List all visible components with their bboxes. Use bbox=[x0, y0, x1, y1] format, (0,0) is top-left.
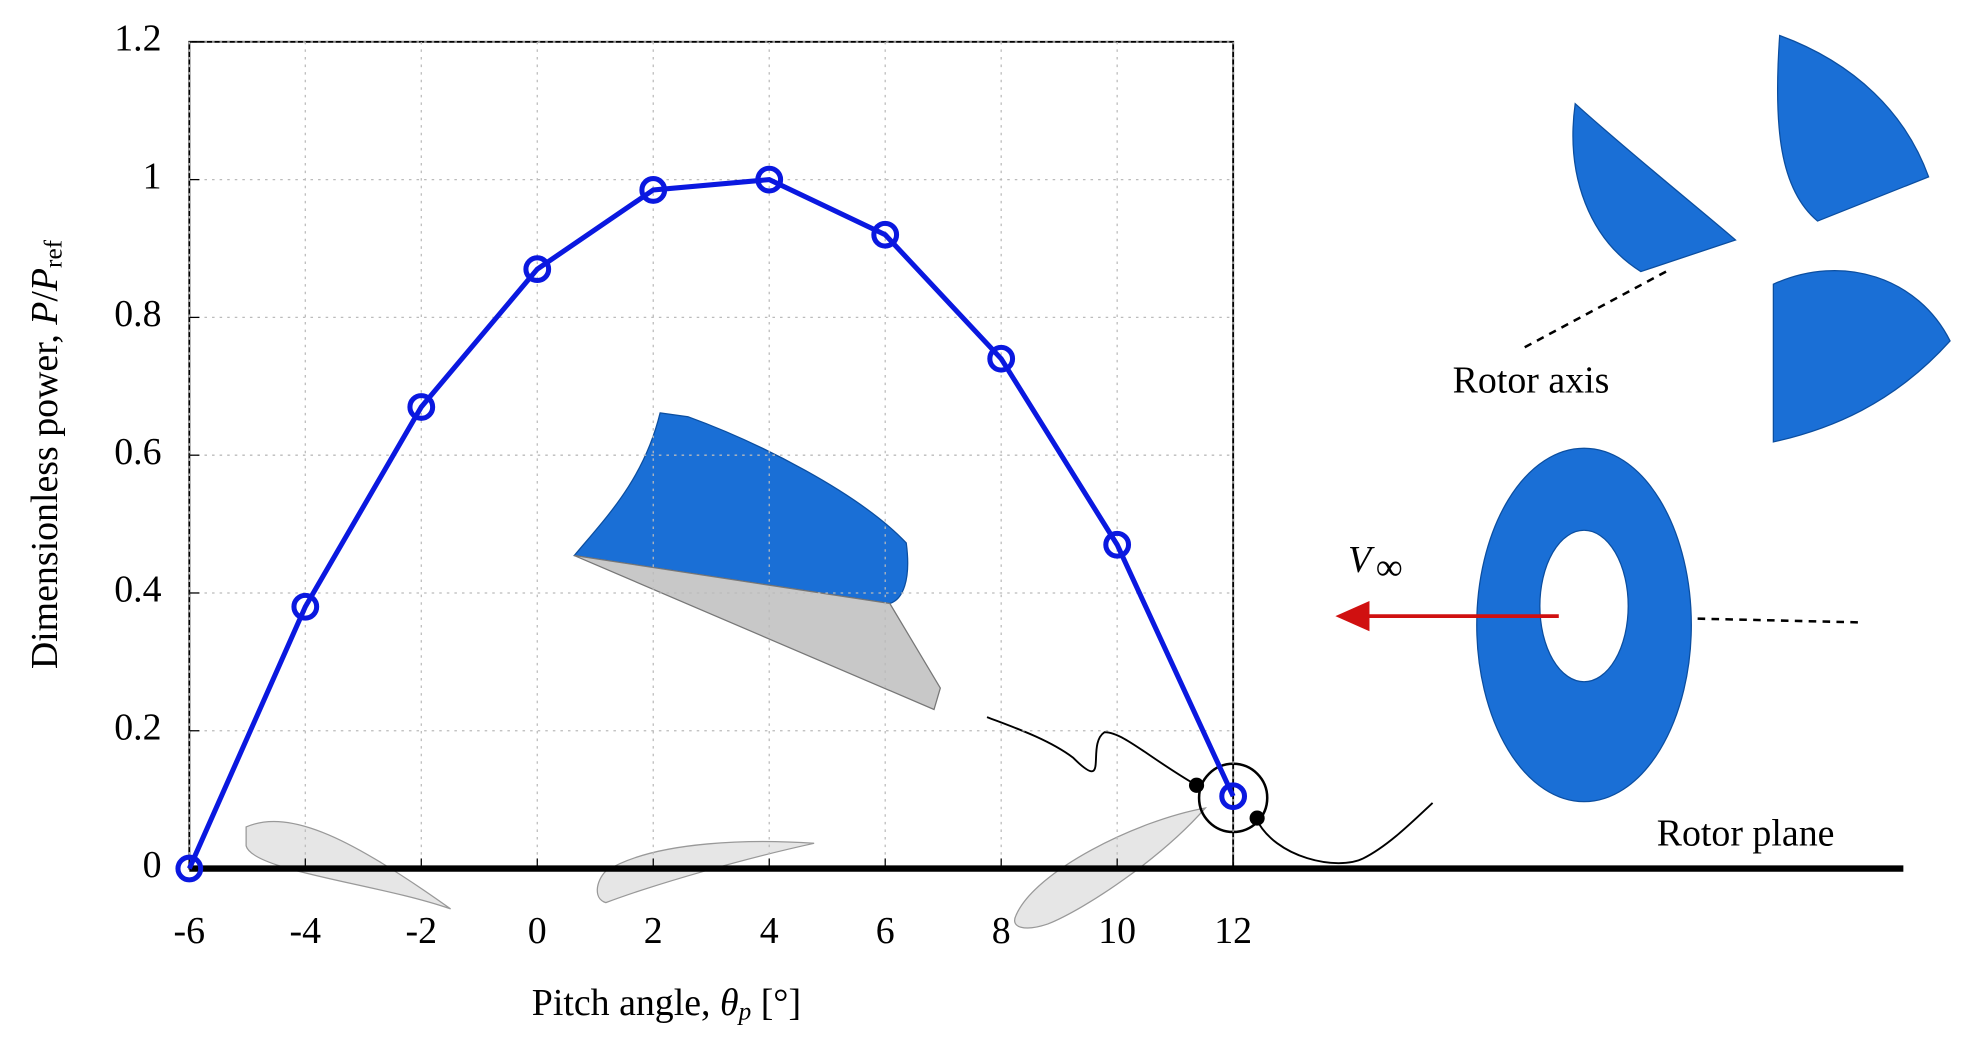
x-tick-label: 2 bbox=[644, 910, 663, 952]
marker bbox=[987, 344, 1016, 373]
x-axis-label: Pitch angle, θp [°] bbox=[532, 982, 801, 1026]
airfoil bbox=[245, 820, 451, 910]
y-tick-label: 0.6 bbox=[114, 431, 161, 473]
marker bbox=[639, 176, 668, 204]
x-tick-label: 12 bbox=[1214, 910, 1252, 952]
x-tick-label: -2 bbox=[406, 910, 438, 952]
dash-line bbox=[1524, 270, 1667, 349]
x-tick-label: -4 bbox=[290, 910, 322, 952]
annotation: V bbox=[1348, 539, 1375, 581]
callout-dot bbox=[1249, 810, 1265, 826]
callout-dot bbox=[1188, 777, 1205, 793]
y-tick-label: 0.2 bbox=[114, 706, 161, 748]
annotation: Rotor axis bbox=[1453, 360, 1610, 402]
x-tick-label: 4 bbox=[760, 910, 779, 952]
annotation: ∞ bbox=[1376, 546, 1403, 588]
marker bbox=[1219, 782, 1248, 811]
y-tick-label: 0.8 bbox=[114, 293, 161, 335]
y-tick-label: 1.2 bbox=[114, 18, 161, 60]
marker bbox=[291, 592, 320, 621]
callout-arrow bbox=[986, 716, 1198, 787]
rotor-blade bbox=[1772, 270, 1951, 443]
series-line bbox=[187, 177, 1236, 870]
dash-line bbox=[1697, 617, 1862, 624]
x-tick-label: 6 bbox=[876, 910, 895, 952]
x-tick-label: 8 bbox=[992, 910, 1011, 952]
x-tick-label: 0 bbox=[528, 910, 547, 952]
marker bbox=[407, 393, 436, 421]
annotation: Rotor plane bbox=[1657, 813, 1835, 855]
y-tick-label: 0.4 bbox=[114, 569, 161, 611]
marker bbox=[871, 220, 900, 249]
marker bbox=[755, 165, 784, 194]
rotor-blade bbox=[1776, 34, 1930, 222]
x-tick-label: 10 bbox=[1098, 910, 1136, 952]
rotor-blade bbox=[1572, 102, 1737, 273]
marker bbox=[175, 854, 204, 883]
callout-arrow bbox=[1255, 802, 1434, 865]
rotor-hub bbox=[1539, 529, 1629, 683]
airfoil bbox=[596, 840, 815, 904]
y-tick-label: 0 bbox=[143, 844, 162, 886]
blade-shaft bbox=[574, 554, 942, 711]
y-tick-label: 1 bbox=[143, 155, 162, 197]
marker bbox=[1103, 530, 1132, 559]
flow-arrow-head bbox=[1335, 600, 1370, 632]
marker bbox=[523, 255, 552, 284]
y-axis-label: Dimensionless power, P/Pref bbox=[24, 239, 68, 669]
x-tick-label: -6 bbox=[174, 910, 206, 952]
